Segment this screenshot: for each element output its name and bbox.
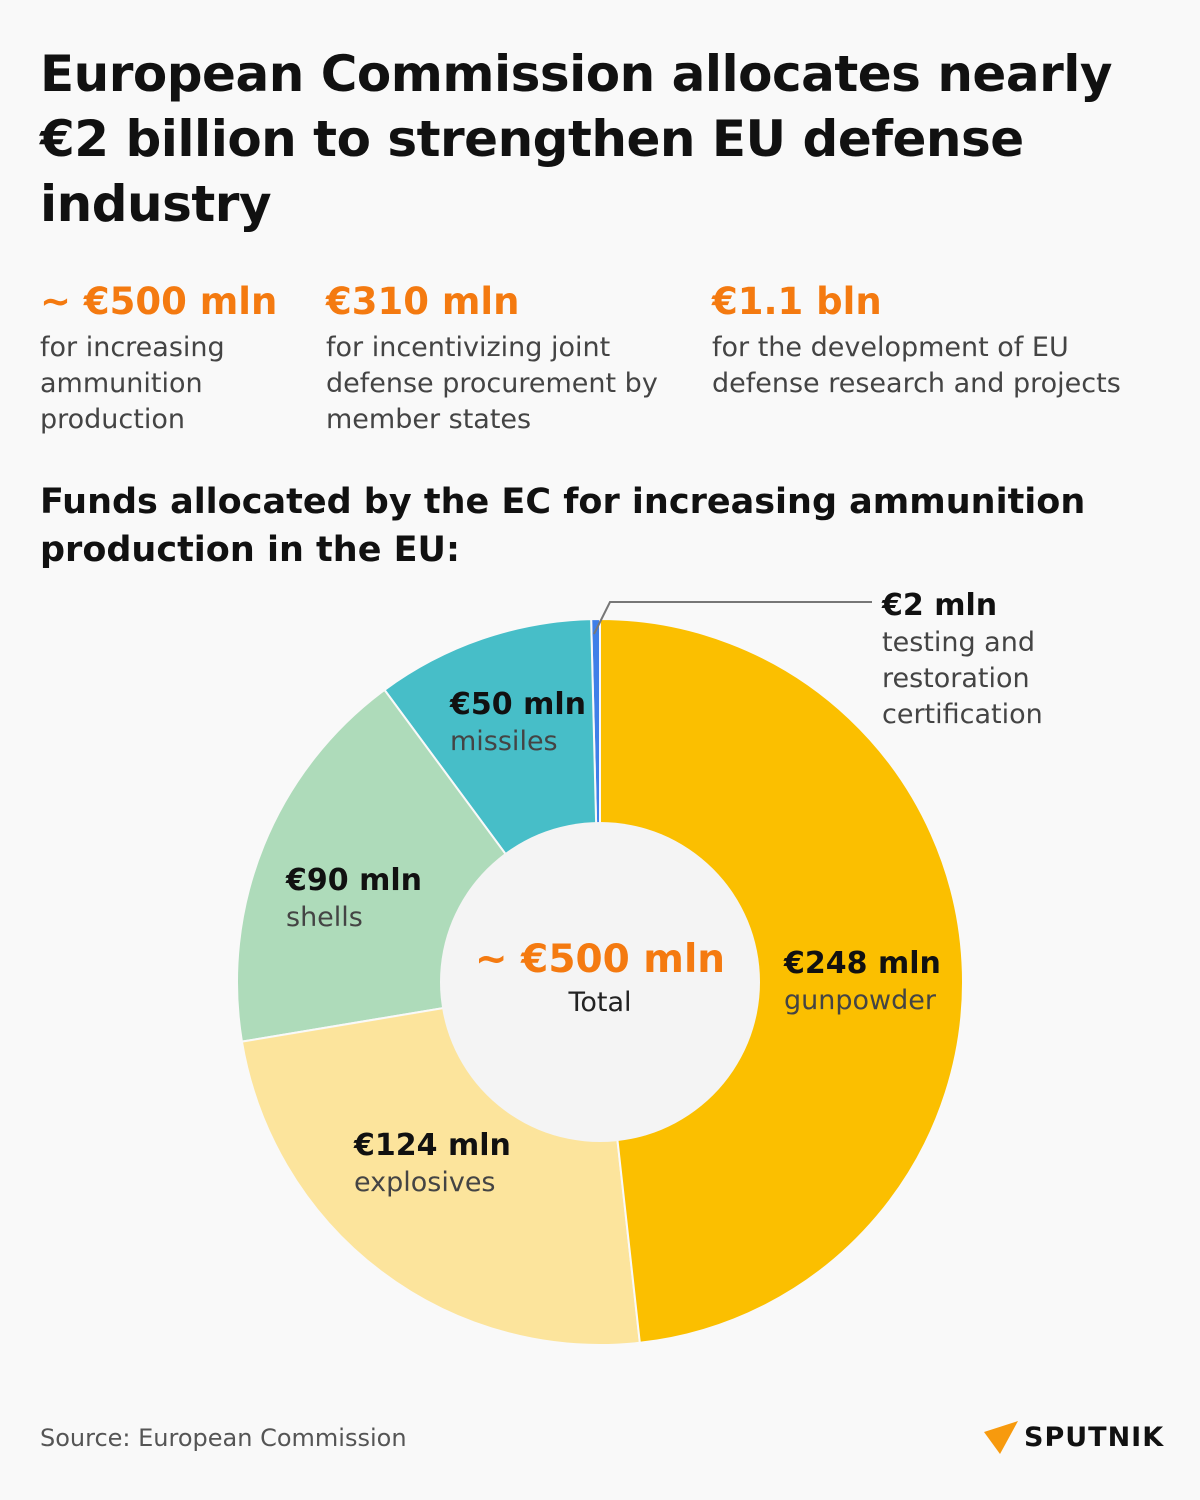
- slice-value: €124 mln: [354, 1128, 511, 1163]
- stat-value: €1.1 bln: [712, 280, 882, 323]
- slice-value: €50 mln: [450, 687, 586, 722]
- slice-name: testing and restoration certification: [882, 627, 1043, 730]
- total-value: ~ €500 mln: [474, 937, 726, 982]
- stat-research: €1.1 bln for the development of EU defen…: [712, 280, 1172, 402]
- slice-label-testing: €2 mln testing and restoration certifica…: [882, 587, 1082, 733]
- slice-name: explosives: [354, 1167, 496, 1198]
- logo-text: SPUTNIK: [1024, 1421, 1165, 1453]
- chart-subtitle: Funds allocated by the EC for increasing…: [40, 482, 1086, 570]
- page-title: European Commission allocates nearly €2 …: [40, 45, 1112, 233]
- stat-desc: for increasing ammunition production: [40, 332, 225, 435]
- stat-value: ~ €500 mln: [40, 280, 278, 323]
- source-note: Source: European Commission: [40, 1424, 407, 1452]
- stat-value: €310 mln: [326, 280, 520, 323]
- slice-label-missiles: €50 mln missiles: [450, 686, 586, 760]
- slice-value: €2 mln: [882, 588, 998, 623]
- slice-label-gunpowder: €248 mln gunpowder: [784, 945, 941, 1019]
- slice-name: gunpowder: [784, 985, 936, 1016]
- sputnik-logo: SPUTNIK: [982, 1420, 1164, 1454]
- slice-gunpowder: [599, 617, 965, 1344]
- stat-desc: for the development of EU defense resear…: [712, 332, 1121, 399]
- donut-hole: [440, 822, 760, 1142]
- slice-value: €248 mln: [784, 946, 941, 981]
- stat-procurement: €310 mln for incentivizing joint defense…: [326, 280, 696, 438]
- leader-line: [593, 601, 872, 635]
- sputnik-logo-icon: [984, 1421, 1018, 1454]
- stat-ammunition: ~ €500 mln for increasing ammunition pro…: [40, 280, 300, 438]
- stat-desc: for incentivizing joint defense procurem…: [326, 332, 658, 435]
- slice-value: €90 mln: [286, 863, 422, 898]
- total-label: Total: [568, 987, 632, 1018]
- slice-label-explosives: €124 mln explosives: [354, 1127, 511, 1201]
- donut-center: ~ €500 mln Total: [440, 935, 760, 1021]
- slice-label-shells: €90 mln shells: [286, 862, 422, 936]
- slice-name: shells: [286, 902, 363, 933]
- slice-name: missiles: [450, 726, 558, 757]
